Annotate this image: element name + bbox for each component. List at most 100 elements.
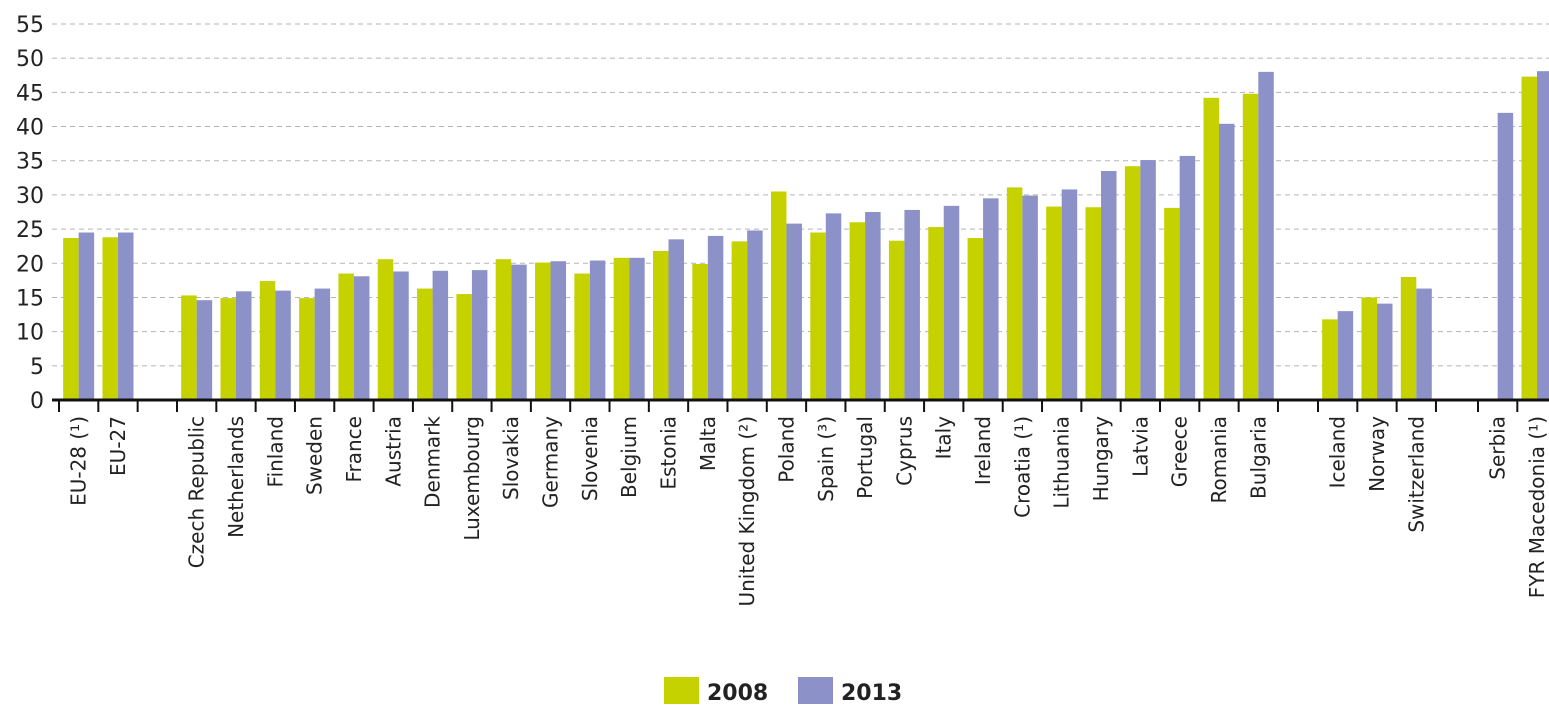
bar-2008 (63, 237, 79, 400)
x-tick-label: Finland (263, 416, 287, 487)
bar-2008 (888, 240, 905, 400)
bar-2008 (1124, 166, 1141, 400)
bar-2008 (1046, 206, 1062, 400)
bar-2013 (786, 223, 802, 400)
bar-2013 (1179, 155, 1196, 400)
x-tick-label: Romania (1207, 416, 1231, 503)
bar-2013 (707, 235, 724, 400)
x-tick-label: FYR Macedonia (¹) (1525, 416, 1549, 598)
bar-2008 (181, 295, 197, 400)
x-tick-label: Lithuania (1050, 416, 1074, 509)
x-tick-label: Portugal (853, 416, 877, 499)
x-tick-label: EU-27 (106, 416, 130, 476)
bar-2013 (629, 257, 645, 400)
bars (63, 71, 1549, 401)
x-tick-label: United Kingdom (²) (735, 416, 759, 607)
legend-label-2013: 2013 (841, 681, 902, 706)
y-tick-label: 45 (16, 81, 44, 106)
bar-2008 (653, 250, 669, 400)
legend-swatch-2013 (798, 677, 833, 704)
bar-2013 (511, 264, 527, 400)
bar-2008 (1006, 187, 1023, 400)
bar-2013 (471, 270, 488, 400)
bar-2008 (417, 288, 433, 400)
bar-2008 (613, 257, 630, 400)
bar-2013 (1376, 303, 1393, 400)
legend: 2008 2013 (664, 677, 902, 706)
x-tick-label: Malta (696, 416, 720, 471)
bar-2013 (432, 270, 449, 400)
x-tick-label: Sweden (303, 416, 327, 495)
x-tick-label: Slovakia (499, 416, 523, 500)
x-tick-label: Poland (774, 416, 798, 483)
x-tick-label: Belgium (617, 416, 641, 498)
x-tick-label: Italy (932, 416, 956, 460)
bar-2013 (353, 276, 370, 400)
bar-2008 (1164, 207, 1180, 400)
bar-2013 (1337, 311, 1354, 400)
x-tick-label: Switzerland (1404, 416, 1428, 533)
bar-2013 (1497, 112, 1514, 400)
bar-2013 (1140, 160, 1156, 400)
bar-2008 (692, 263, 708, 400)
bar-2013 (78, 232, 95, 400)
x-tick-label: Cyprus (892, 416, 916, 486)
bar-2008 (259, 281, 276, 400)
bar-2013 (235, 291, 252, 400)
bar-2008 (495, 259, 512, 400)
bar-2013 (589, 260, 606, 400)
bar-2008 (849, 222, 866, 400)
bar-2008 (967, 237, 984, 400)
bar-2013 (1218, 123, 1235, 400)
bar-2008 (1242, 93, 1259, 401)
x-tick-label: Netherlands (224, 416, 248, 538)
y-tick-label: 55 (16, 13, 44, 38)
y-tick-label: 0 (30, 389, 44, 414)
x-tick-label: Hungary (1089, 416, 1113, 502)
bar-2013 (196, 300, 213, 400)
y-tick-label: 10 (16, 321, 44, 346)
bar-2013 (1536, 71, 1549, 401)
bar-2008 (770, 191, 787, 400)
bar-2008 (731, 241, 748, 400)
x-tick-label: France (342, 416, 366, 483)
x-tick-label: Slovenia (578, 416, 602, 501)
x-tick-label: Austria (381, 416, 405, 487)
x-tick-label: Greece (1168, 416, 1192, 487)
x-tick-label: Czech Republic (185, 416, 209, 568)
bar-2008 (1400, 276, 1417, 400)
x-tick-label: Croatia (¹) (1010, 416, 1034, 518)
bar-2013 (983, 198, 999, 400)
y-tick-label: 35 (16, 150, 44, 175)
x-tick-label: Spain (³) (814, 416, 838, 502)
bar-2008 (338, 273, 354, 400)
x-tick-label: Serbia (1486, 416, 1510, 480)
bar-2013 (1258, 71, 1274, 400)
bar-2008 (535, 262, 551, 400)
bar-2013 (314, 288, 331, 400)
bar-2013 (393, 271, 409, 400)
y-tick-label: 40 (16, 116, 44, 141)
legend-swatch-2008 (664, 677, 699, 704)
y-tick-label: 50 (16, 47, 44, 72)
y-tick-label: 20 (16, 252, 44, 277)
x-tick-label: Latvia (1128, 416, 1152, 477)
bar-2013 (1416, 288, 1432, 400)
bar-2013 (550, 261, 567, 400)
bar-2008 (1322, 319, 1338, 400)
legend-label-2008: 2008 (707, 681, 768, 706)
y-tick-label: 25 (16, 218, 44, 243)
x-tick-label: Denmark (421, 416, 445, 508)
bar-2013 (275, 290, 291, 400)
bar-2013 (747, 230, 763, 400)
x-tick-label: EU-28 (¹) (67, 416, 91, 506)
x-tick-label: Ireland (971, 416, 995, 485)
bar-2013 (943, 205, 960, 400)
bar-2013 (1061, 189, 1078, 400)
bar-2013 (825, 213, 842, 400)
x-axis: EU-28 (¹) EU-27 Czech Republic Netherlands F… (52, 398, 1549, 607)
bar-2008 (102, 237, 118, 400)
x-tick-label: Luxembourg (460, 416, 484, 541)
bar-2008 (220, 298, 236, 400)
